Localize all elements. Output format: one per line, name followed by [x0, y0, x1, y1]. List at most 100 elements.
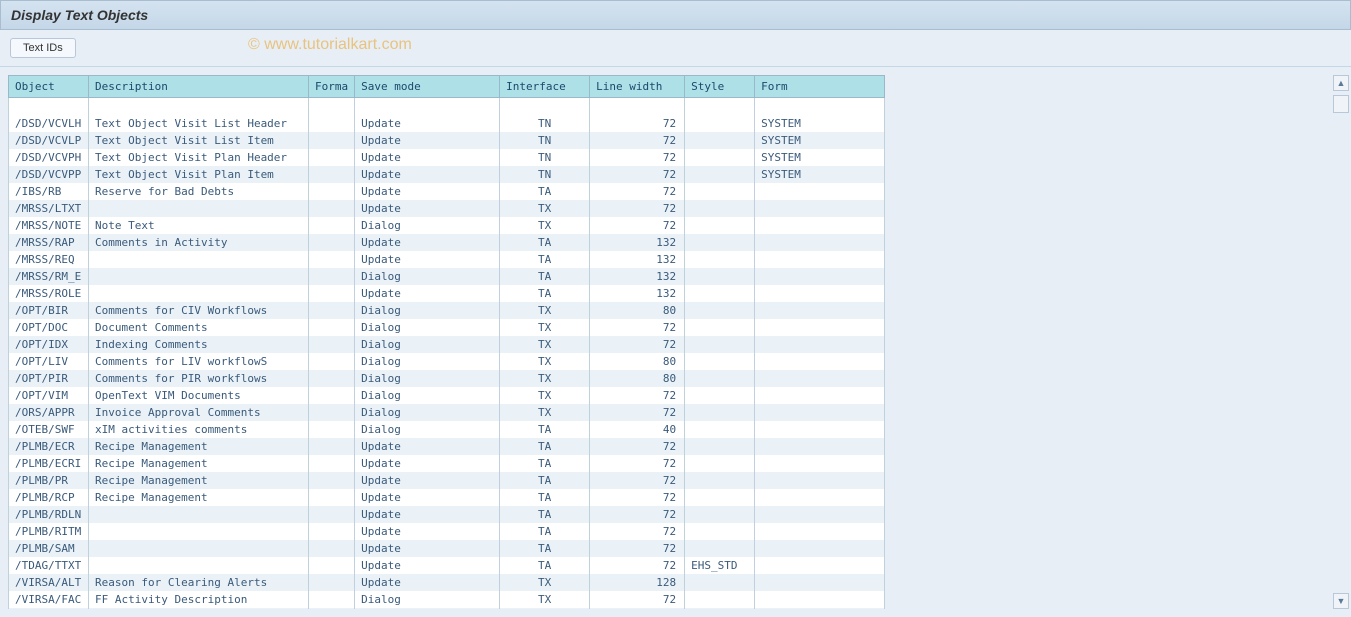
cell-form [755, 234, 885, 251]
col-header-object[interactable]: Object [9, 76, 89, 98]
cell-interface: TX [500, 353, 590, 370]
cell-width: 128 [590, 574, 685, 591]
col-header-width[interactable]: Line width [590, 76, 685, 98]
cell-desc: Comments in Activity [89, 234, 309, 251]
cell-form [755, 387, 885, 404]
cell-object: /DSD/VCVLP [9, 132, 89, 149]
table-row[interactable]: /PLMB/ECRIRecipe ManagementUpdateTA72 [9, 455, 885, 472]
table-row[interactable]: /OPT/LIVComments for LIV workflowSDialog… [9, 353, 885, 370]
cell-format [309, 251, 355, 268]
cell-desc: Text Object Visit Plan Item [89, 166, 309, 183]
table-row[interactable]: /OPT/VIMOpenText VIM DocumentsDialogTX72 [9, 387, 885, 404]
cell-interface: TX [500, 574, 590, 591]
cell-desc: Text Object Visit List Header [89, 115, 309, 132]
cell-width: 72 [590, 217, 685, 234]
table-row[interactable]: /PLMB/SAMUpdateTA72 [9, 540, 885, 557]
cell-form: SYSTEM [755, 149, 885, 166]
col-header-format[interactable]: Forma [309, 76, 355, 98]
cell-format [309, 149, 355, 166]
cell-desc: xIM activities comments [89, 421, 309, 438]
vertical-scrollbar[interactable]: ▲ ▼ [1333, 75, 1349, 609]
table-row[interactable]: /MRSS/RAPComments in ActivityUpdateTA132 [9, 234, 885, 251]
page-title: Display Text Objects [11, 7, 148, 23]
table-row[interactable]: /PLMB/ECRRecipe ManagementUpdateTA72 [9, 438, 885, 455]
cell-width [590, 98, 685, 115]
cell-width: 72 [590, 387, 685, 404]
cell-object: /TDAG/TTXT [9, 557, 89, 574]
page-title-bar: Display Text Objects [0, 0, 1351, 30]
col-header-style[interactable]: Style [685, 76, 755, 98]
cell-format [309, 370, 355, 387]
cell-width: 72 [590, 540, 685, 557]
cell-interface: TA [500, 455, 590, 472]
cell-save [355, 98, 500, 115]
cell-form [755, 251, 885, 268]
cell-desc: Comments for LIV workflowS [89, 353, 309, 370]
cell-object: /VIRSA/FAC [9, 591, 89, 608]
cell-desc: Reserve for Bad Debts [89, 183, 309, 200]
cell-style [685, 404, 755, 421]
table-row[interactable]: /MRSS/ROLEUpdateTA132 [9, 285, 885, 302]
cell-save: Update [355, 132, 500, 149]
table-row[interactable]: /MRSS/RM_EDialogTA132 [9, 268, 885, 285]
cell-desc: Comments for PIR workflows [89, 370, 309, 387]
table-row[interactable]: /PLMB/PRRecipe ManagementUpdateTA72 [9, 472, 885, 489]
cell-style [685, 200, 755, 217]
cell-format [309, 387, 355, 404]
table-row[interactable]: /VIRSA/FREFF Reason DescriptionDialogTX7… [9, 608, 885, 610]
table-row[interactable]: /DSD/VCVLHText Object Visit List HeaderU… [9, 115, 885, 132]
table-row[interactable]: /IBS/RBReserve for Bad DebtsUpdateTA72 [9, 183, 885, 200]
cell-form [755, 98, 885, 115]
cell-interface: TX [500, 200, 590, 217]
table-row[interactable]: /OTEB/SWFxIM activities commentsDialogTA… [9, 421, 885, 438]
cell-format [309, 132, 355, 149]
col-header-save[interactable]: Save mode [355, 76, 500, 98]
table-row[interactable]: /OPT/BIRComments for CIV WorkflowsDialog… [9, 302, 885, 319]
table-row[interactable]: /DSD/VCVPHText Object Visit Plan HeaderU… [9, 149, 885, 166]
table-row[interactable]: /OPT/IDXIndexing CommentsDialogTX72 [9, 336, 885, 353]
cell-interface: TA [500, 523, 590, 540]
cell-style [685, 591, 755, 608]
text-ids-button[interactable]: Text IDs [10, 38, 76, 58]
table-row[interactable]: /MRSS/LTXTUpdateTX72 [9, 200, 885, 217]
col-header-interface[interactable]: Interface [500, 76, 590, 98]
cell-width: 72 [590, 523, 685, 540]
cell-style [685, 98, 755, 115]
table-row[interactable]: /OPT/DOCDocument CommentsDialogTX72 [9, 319, 885, 336]
table-row[interactable]: /MRSS/REQUpdateTA132 [9, 251, 885, 268]
col-header-form[interactable]: Form [755, 76, 885, 98]
cell-style [685, 421, 755, 438]
cell-form [755, 557, 885, 574]
cell-interface: TA [500, 557, 590, 574]
table-row[interactable]: /DSD/VCVPPText Object Visit Plan ItemUpd… [9, 166, 885, 183]
table-row[interactable]: /PLMB/RITMUpdateTA72 [9, 523, 885, 540]
table-row[interactable]: /VIRSA/FACFF Activity DescriptionDialogT… [9, 591, 885, 608]
cell-save: Dialog [355, 387, 500, 404]
cell-save: Dialog [355, 404, 500, 421]
table-row[interactable]: /ORS/APPRInvoice Approval CommentsDialog… [9, 404, 885, 421]
cell-save: Dialog [355, 591, 500, 608]
col-header-desc[interactable]: Description [89, 76, 309, 98]
cell-desc: Recipe Management [89, 455, 309, 472]
cell-style [685, 268, 755, 285]
table-row[interactable]: /DSD/VCVLPText Object Visit List ItemUpd… [9, 132, 885, 149]
scroll-down-icon[interactable]: ▼ [1333, 593, 1349, 609]
text-objects-table[interactable]: ObjectDescriptionFormaSave modeInterface… [8, 75, 885, 609]
side-panel-toggle-icon[interactable] [1333, 95, 1349, 113]
cell-form [755, 438, 885, 455]
cell-desc [89, 251, 309, 268]
cell-interface: TN [500, 166, 590, 183]
cell-width: 132 [590, 268, 685, 285]
cell-format [309, 506, 355, 523]
table-row[interactable]: /VIRSA/ALTReason for Clearing AlertsUpda… [9, 574, 885, 591]
table-row[interactable]: /PLMB/RCPRecipe ManagementUpdateTA72 [9, 489, 885, 506]
table-row[interactable]: /MRSS/NOTENote TextDialogTX72 [9, 217, 885, 234]
cell-object: /VIRSA/ALT [9, 574, 89, 591]
cell-format [309, 319, 355, 336]
table-row[interactable]: /TDAG/TTXTUpdateTA72EHS_STD [9, 557, 885, 574]
table-row[interactable] [9, 98, 885, 115]
table-row[interactable]: /PLMB/RDLNUpdateTA72 [9, 506, 885, 523]
table-row[interactable]: /OPT/PIRComments for PIR workflowsDialog… [9, 370, 885, 387]
scroll-up-icon[interactable]: ▲ [1333, 75, 1349, 91]
cell-style [685, 353, 755, 370]
